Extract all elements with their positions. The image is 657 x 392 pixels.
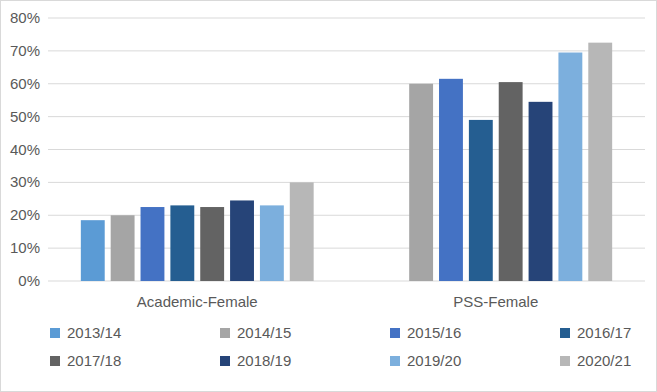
legend-label: 2015/16 [407,324,461,341]
bar [200,207,224,281]
bar [529,102,553,281]
legend-swatch [220,328,230,338]
legend-swatch [390,356,400,366]
y-tick-label: 70% [10,42,40,59]
legend-swatch [560,328,570,338]
y-tick-label: 10% [10,239,40,256]
bar [439,79,463,281]
bars [81,43,612,281]
bar [230,200,254,281]
bar [170,205,194,281]
bar [260,205,284,281]
legend-label: 2018/19 [237,352,291,369]
bar [499,82,523,281]
x-tick-label: PSS-Female [453,293,538,310]
bar [111,215,135,281]
grid-line [48,149,645,150]
legend-label: 2016/17 [577,324,631,341]
x-tick-label: Academic-Female [137,293,258,310]
y-tick-label: 30% [10,173,40,190]
legend-swatch [220,356,230,366]
grid-line [48,18,645,19]
y-tick-label: 0% [18,272,40,289]
legend-label: 2020/21 [577,352,631,369]
legend-label: 2014/15 [237,324,291,341]
legend-swatch [390,328,400,338]
legend-label: 2017/18 [67,352,121,369]
legend-label: 2019/20 [407,352,461,369]
bar [469,120,493,281]
legend: 2013/14 2014/15 2015/16 2016/17 2017/18 2018/… [50,324,631,369]
bar [588,43,612,281]
legend-swatch [50,356,60,366]
grid-line [48,50,645,51]
legend-swatch [50,328,60,338]
y-tick-label: 80% [10,9,40,26]
grid-line [48,215,645,216]
grid-line [48,281,645,282]
y-tick-label: 40% [10,141,40,158]
grid-line [48,182,645,183]
chart: 0% 10% 20% 30% 40% 50% 60% 70% 80% Academic-Femal… [0,0,657,392]
legend-label: 2013/14 [67,324,121,341]
bar [81,220,105,281]
bar [409,84,433,281]
grid-line [48,248,645,249]
chart-border [1,1,657,392]
y-tick-label: 60% [10,75,40,92]
bar [141,207,165,281]
grid-line [48,116,645,117]
bar [290,182,314,281]
bar [558,53,582,281]
grid-line [48,83,645,84]
legend-swatch [560,356,570,366]
y-tick-label: 20% [10,206,40,223]
y-tick-label: 50% [10,108,40,125]
